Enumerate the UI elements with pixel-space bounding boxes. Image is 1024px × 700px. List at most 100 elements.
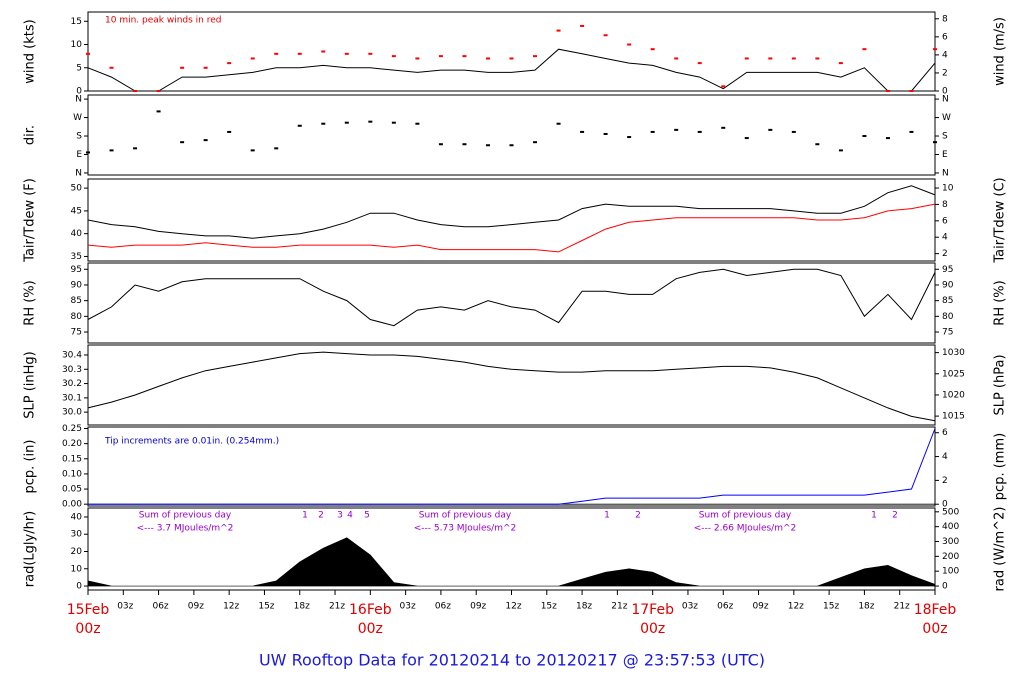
x-tick-label: 16Feb 00z bbox=[349, 602, 392, 637]
y2-tick-label: 8 bbox=[942, 14, 948, 24]
data-point bbox=[909, 130, 914, 133]
data-point bbox=[909, 90, 914, 92]
data-point bbox=[415, 122, 420, 125]
data-point bbox=[838, 149, 843, 152]
panel-frame bbox=[87, 178, 936, 262]
y-tick-label: 10 bbox=[71, 564, 83, 574]
day-marker: 1 bbox=[604, 511, 610, 521]
y2-tick-label: 0 bbox=[942, 500, 948, 510]
data-point bbox=[297, 52, 302, 55]
data-point bbox=[133, 147, 138, 150]
data-point bbox=[86, 52, 90, 55]
y-tick-label: 80 bbox=[71, 312, 83, 322]
data-point bbox=[344, 52, 349, 55]
x-tick-label: 18z bbox=[576, 602, 592, 612]
y2-tick-label: 1015 bbox=[942, 412, 965, 422]
x-tick-label: 15z bbox=[823, 602, 839, 612]
y-tick-label: 0.10 bbox=[62, 469, 82, 479]
data-point bbox=[862, 135, 867, 138]
data-point bbox=[580, 24, 585, 27]
x-tick-label: 17Feb 00z bbox=[631, 602, 674, 637]
y2-tick-label: 2 bbox=[942, 249, 948, 259]
x-tick-label: 06z bbox=[152, 602, 168, 612]
x-tick-label: 18z bbox=[294, 602, 310, 612]
data-point bbox=[86, 151, 90, 154]
x-tick-label: 03z bbox=[682, 602, 698, 612]
y2-tick-label: S bbox=[942, 132, 948, 142]
y2-tick-label: 6 bbox=[942, 216, 948, 226]
y-tick-label: S bbox=[76, 132, 82, 142]
annotation: Sum of previous day bbox=[419, 511, 512, 521]
data-point bbox=[509, 57, 514, 60]
x-tick-label: 21z bbox=[894, 602, 910, 612]
y2-tick-label: 2 bbox=[942, 476, 948, 486]
y-tick-label: 0.25 bbox=[62, 424, 82, 434]
panel-frame bbox=[87, 344, 936, 426]
y2-tick-label: 200 bbox=[942, 552, 959, 562]
y-tick-label: 75 bbox=[71, 328, 82, 338]
x-tick-label: 09z bbox=[470, 602, 486, 612]
data-point bbox=[627, 136, 632, 139]
data-point bbox=[674, 57, 679, 60]
data-point bbox=[156, 90, 161, 92]
y-tick-label: 5 bbox=[76, 63, 82, 73]
data-point bbox=[344, 121, 349, 124]
data-point bbox=[368, 120, 373, 123]
data-point bbox=[697, 130, 702, 133]
y-tick-label: W bbox=[73, 113, 82, 123]
y2-tick-label: 6 bbox=[942, 32, 948, 42]
day-marker: 1 bbox=[871, 511, 877, 521]
y-tick-label: N bbox=[75, 95, 82, 105]
data-point bbox=[391, 55, 396, 58]
data-point bbox=[556, 29, 561, 32]
data-point bbox=[509, 144, 514, 147]
data-point bbox=[391, 121, 396, 124]
y-tick-label: N bbox=[75, 168, 82, 178]
y-axis-label: pcp. (in) bbox=[23, 440, 38, 494]
y-tick-label: 10 bbox=[71, 40, 83, 50]
y2-tick-label: 1030 bbox=[942, 348, 965, 358]
line bbox=[87, 48, 936, 92]
x-tick-label: 03z bbox=[117, 602, 133, 612]
annotation: <--- 2.66 MJoules/m^2 bbox=[694, 524, 796, 534]
y-tick-label: 85 bbox=[71, 296, 82, 306]
y-tick-label: 0.00 bbox=[62, 500, 82, 510]
data-point bbox=[203, 66, 208, 69]
y2-axis-label: Tair/Tdew (C) bbox=[993, 177, 1008, 263]
y2-axis-label: SLP (hPa) bbox=[993, 354, 1008, 415]
data-point bbox=[180, 141, 185, 144]
data-point bbox=[650, 130, 655, 133]
data-point bbox=[250, 149, 255, 152]
y2-tick-label: N bbox=[942, 168, 949, 178]
data-point bbox=[156, 110, 161, 113]
data-point bbox=[415, 57, 420, 60]
y-axis-label: SLP (inHg) bbox=[23, 351, 38, 419]
data-point bbox=[674, 128, 679, 131]
y-axis-label: rad(Lgly/hr) bbox=[23, 511, 38, 587]
annotation: Tip increments are 0.01in. (0.254mm.) bbox=[104, 437, 279, 447]
x-tick-label: 06z bbox=[435, 602, 451, 612]
y-tick-label: 30.1 bbox=[62, 393, 82, 403]
y2-tick-label: 1025 bbox=[942, 369, 965, 379]
day-marker: 2 bbox=[892, 511, 898, 521]
y2-tick-label: 4 bbox=[942, 50, 948, 60]
y-tick-label: 95 bbox=[71, 265, 82, 275]
data-point bbox=[109, 66, 114, 69]
x-tick-label: 09z bbox=[752, 602, 768, 612]
y2-tick-label: W bbox=[942, 113, 951, 123]
x-tick-label: 15Feb 00z bbox=[67, 602, 110, 637]
y-tick-label: 50 bbox=[71, 184, 83, 194]
y-axis-label: Tair/Tdew (F) bbox=[23, 178, 38, 263]
x-tick-label: 15z bbox=[541, 602, 557, 612]
x-tick-label: 12z bbox=[223, 602, 239, 612]
panel-frame bbox=[87, 426, 936, 507]
y2-tick-label: 300 bbox=[942, 537, 959, 547]
y2-tick-label: 6 bbox=[942, 428, 948, 438]
data-point bbox=[768, 57, 773, 60]
line bbox=[87, 203, 936, 253]
y2-tick-label: E bbox=[942, 150, 948, 160]
data-point bbox=[885, 137, 890, 140]
panel-frame bbox=[87, 94, 936, 176]
data-point bbox=[533, 55, 538, 58]
